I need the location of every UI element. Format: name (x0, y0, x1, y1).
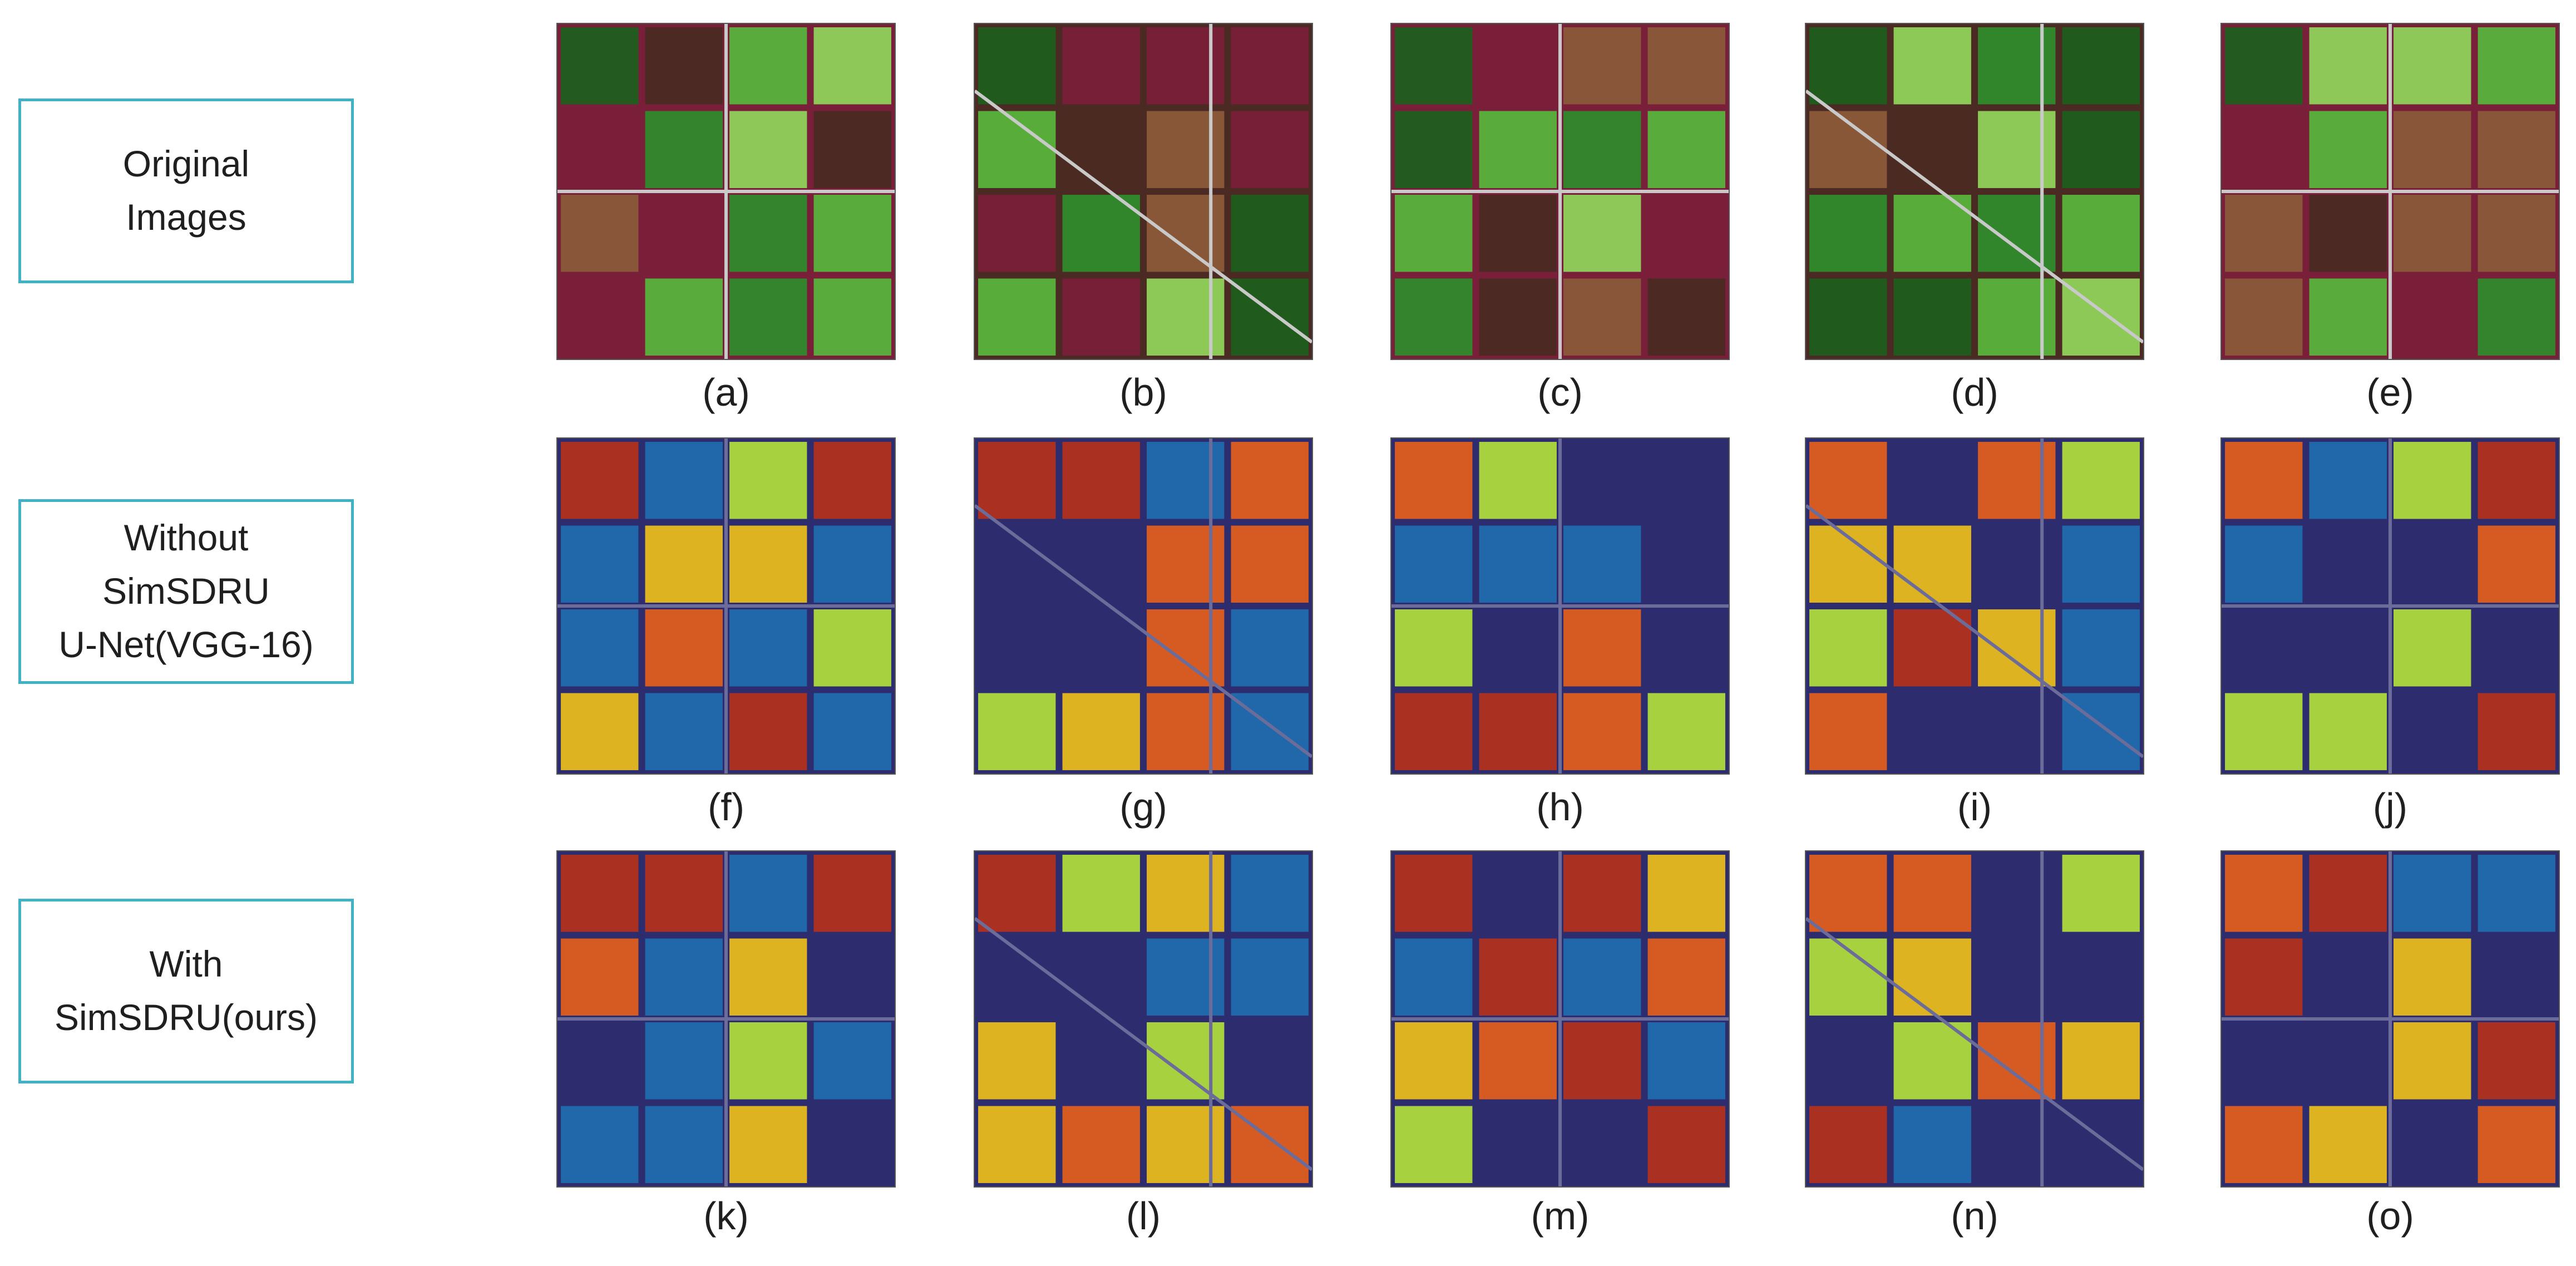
panel-caption: (b) (1119, 371, 1167, 414)
panel-image-j (2220, 437, 2560, 775)
panel-caption: (f) (707, 785, 745, 829)
panel-image-a (556, 23, 896, 360)
panel-image-d (1805, 23, 2144, 360)
panel-caption: (k) (703, 1194, 749, 1238)
row-label-without-simsdru: Without SimSDRU U-Net(VGG-16) (18, 499, 354, 684)
panel-image-g (974, 437, 1313, 775)
panel-image-o (2220, 850, 2560, 1188)
panel-caption: (l) (1126, 1194, 1161, 1238)
row-label-original: Original Images (18, 98, 354, 283)
panel-image-l (974, 850, 1313, 1188)
panel-image-k (556, 850, 896, 1188)
panel-caption: (h) (1536, 785, 1584, 829)
panel-caption: (e) (2366, 371, 2414, 414)
panel-image-i (1805, 437, 2144, 775)
panel-image-b (974, 23, 1313, 360)
row-label-with-simsdru: With SimSDRU(ours) (18, 899, 354, 1083)
panel-image-m (1390, 850, 1730, 1188)
panel-caption: (m) (1531, 1194, 1590, 1238)
panel-caption: (i) (1957, 785, 1992, 829)
panel-caption: (d) (1951, 371, 1998, 414)
panel-caption: (j) (2372, 785, 2408, 829)
panel-caption: (a) (702, 371, 750, 414)
panel-caption: (g) (1119, 785, 1167, 829)
panel-image-h (1390, 437, 1730, 775)
panel-caption: (c) (1537, 371, 1583, 414)
panel-caption: (n) (1951, 1194, 1998, 1238)
panel-image-n (1805, 850, 2144, 1188)
panel-image-c (1390, 23, 1730, 360)
panel-image-f (556, 437, 896, 775)
panel-image-e (2220, 23, 2560, 360)
panel-caption: (o) (2366, 1194, 2414, 1238)
